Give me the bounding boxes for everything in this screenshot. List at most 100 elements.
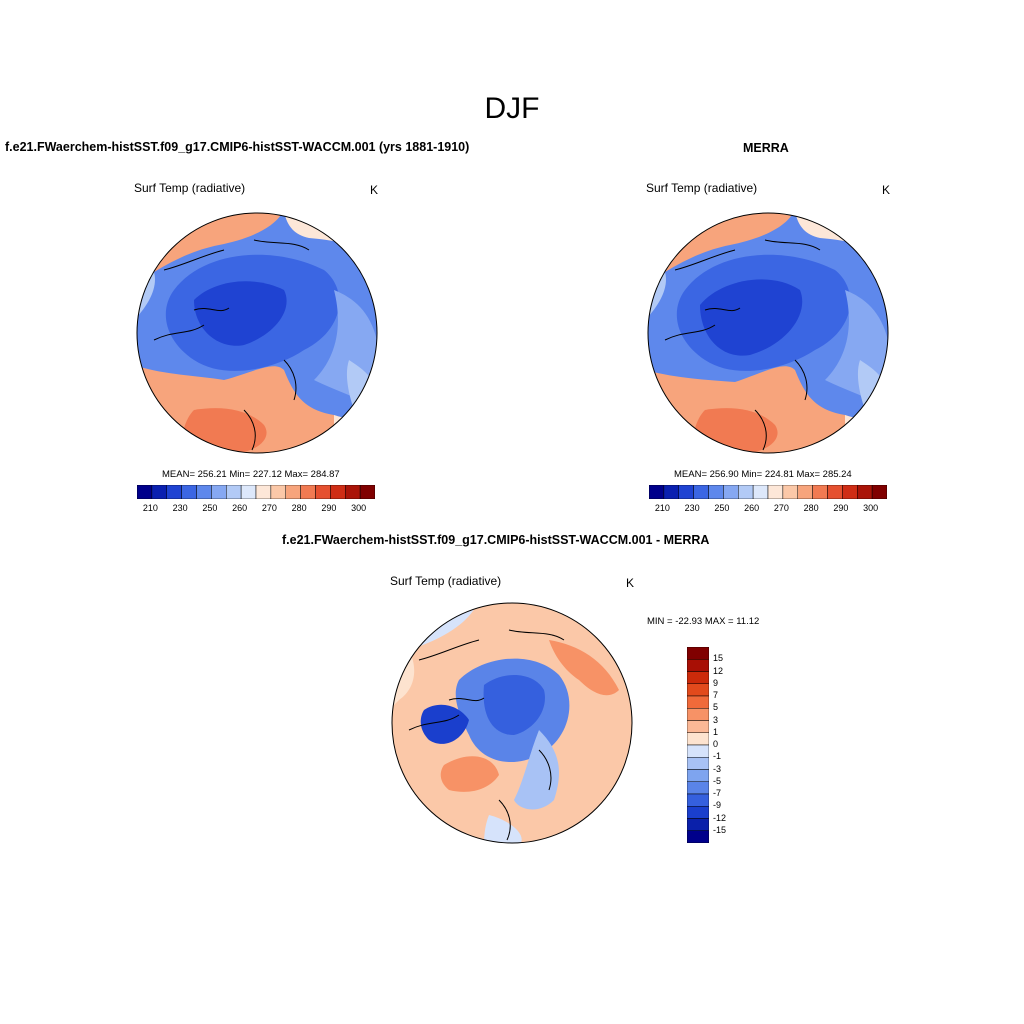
left-colorbar-swatch — [330, 485, 346, 499]
right-colorbar-swatch — [797, 485, 813, 499]
left-colorbar-swatch — [181, 485, 197, 499]
right-colorbar-swatch — [693, 485, 709, 499]
left-colorbar-swatch — [300, 485, 316, 499]
right-stats: MEAN= 256.90 Min= 224.81 Max= 285.24 — [674, 469, 852, 480]
right-colorbar — [649, 485, 887, 499]
diff-colorbar-swatch — [687, 830, 709, 843]
diff-units-label: K — [626, 576, 635, 590]
diff-colorbar-swatch — [687, 781, 709, 795]
left-colorbar-swatch — [359, 485, 375, 499]
diff-colorbar-swatch — [687, 695, 709, 709]
right-colorbar-swatch — [723, 485, 739, 499]
diff-colorbar-tick-label: -1 — [713, 751, 722, 762]
right-units-label: K — [882, 183, 891, 197]
left-colorbar-swatch — [240, 485, 257, 499]
right-colorbar-tick-label: 300 — [863, 503, 879, 513]
diff-colorbar-tick-label: 12 — [713, 665, 724, 676]
left-colorbar-swatch — [315, 485, 331, 499]
right-colorbar-swatch — [782, 485, 798, 499]
right-panel-title: MERRA — [743, 141, 789, 155]
diff-colorbar-swatch — [687, 806, 709, 819]
right-colorbar-swatch — [708, 485, 724, 499]
left-variable-label: Surf Temp (radiative) — [134, 181, 246, 195]
left-colorbar-swatch — [285, 485, 301, 499]
right-colorbar-swatch — [752, 485, 769, 499]
left-colorbar-tick-label: 250 — [202, 503, 218, 513]
right-colorbar-tick-label: 270 — [773, 503, 789, 513]
left-colorbar-swatch — [137, 485, 153, 499]
diff-variable-label: Surf Temp (radiative) — [390, 574, 502, 588]
left-colorbar-tick-label: 260 — [232, 503, 248, 513]
diff-colorbar — [687, 647, 709, 843]
right-variable-label: Surf Temp (radiative) — [646, 181, 758, 195]
right-colorbar-swatch — [649, 485, 665, 499]
right-colorbar-ticks: 210 230 250 260 270 280 290 300 — [649, 503, 887, 515]
right-colorbar-swatch — [812, 485, 828, 499]
diff-colorbar-tick-label: -15 — [713, 824, 727, 835]
right-colorbar-tick-label: 230 — [684, 503, 700, 513]
diff-colorbar-swatch — [687, 757, 709, 770]
right-polar-map — [647, 212, 889, 454]
left-colorbar-swatch — [151, 485, 167, 499]
diff-colorbar-swatch — [687, 671, 709, 684]
diff-colorbar-ticks — [0, 0, 1, 1]
left-colorbar-tick-label: 290 — [321, 503, 337, 513]
right-colorbar-swatch — [827, 485, 843, 499]
left-colorbar-tick-label: 210 — [142, 503, 158, 513]
diff-colorbar-swatch — [687, 744, 709, 758]
left-colorbar-swatch — [166, 485, 182, 499]
diff-colorbar-tick-label: 0 — [713, 739, 719, 749]
diff-stats: MIN = -22.93 MAX = 11.12 — [647, 616, 760, 627]
right-colorbar-swatch — [738, 485, 754, 499]
season-title: DJF — [484, 92, 540, 125]
diff-colorbar-swatch — [687, 683, 709, 697]
diff-colorbar-swatch — [687, 793, 709, 807]
diff-colorbar-tick-label: 7 — [713, 690, 719, 700]
left-colorbar-tick-label: 280 — [291, 503, 307, 513]
diff-panel-title: f.e21.FWaerchem-histSST.f09_g17.CMIP6-hi… — [282, 533, 710, 547]
right-colorbar-swatch — [663, 485, 679, 499]
diff-colorbar-swatch — [687, 732, 709, 746]
diff-colorbar-tick-label: 3 — [713, 714, 719, 725]
right-colorbar-tick-label: 290 — [833, 503, 849, 513]
left-colorbar-swatch — [226, 485, 242, 499]
right-colorbar-swatch — [678, 485, 694, 499]
left-colorbar — [137, 485, 375, 499]
left-colorbar-swatch — [196, 485, 212, 499]
left-panel-title: f.e21.FWaerchem-histSST.f09_g17.CMIP6-hi… — [5, 140, 470, 154]
left-polar-map — [136, 212, 378, 454]
left-colorbar-swatch — [345, 485, 361, 499]
left-colorbar-tick-label: 230 — [172, 503, 188, 513]
right-colorbar-swatch — [857, 485, 873, 499]
diff-colorbar-tick-label: -9 — [713, 800, 722, 811]
left-units-label: K — [370, 183, 379, 197]
left-colorbar-swatch — [211, 485, 227, 499]
right-colorbar-swatch — [871, 485, 887, 499]
left-colorbar-ticks: 210 230 250 260 270 280 290 300 — [137, 503, 375, 515]
diff-colorbar-swatch — [687, 720, 709, 733]
right-colorbar-tick-label: 250 — [714, 503, 730, 513]
left-colorbar-tick-label: 270 — [261, 503, 277, 513]
right-colorbar-tick-label: 210 — [654, 503, 670, 513]
diff-colorbar-tick-label: 1 — [713, 726, 719, 737]
diff-colorbar-swatch — [687, 818, 709, 831]
diff-colorbar-tick-label: -3 — [713, 763, 722, 774]
right-colorbar-swatch — [842, 485, 858, 499]
diff-colorbar-tick-label: -7 — [713, 788, 722, 798]
diff-colorbar-swatch — [687, 769, 709, 782]
right-colorbar-swatch — [767, 485, 784, 499]
left-stats: MEAN= 256.21 Min= 227.12 Max= 284.87 — [162, 469, 340, 480]
left-colorbar-tick-label: 300 — [351, 503, 367, 513]
right-colorbar-tick-label: 280 — [803, 503, 819, 513]
diff-colorbar-tick-label: -5 — [713, 775, 722, 786]
left-colorbar-swatch — [270, 485, 286, 499]
diff-colorbar-tick-label: 9 — [713, 677, 719, 688]
left-colorbar-swatch — [255, 485, 272, 499]
diff-colorbar-swatch — [687, 647, 709, 660]
diff-colorbar-swatch — [687, 708, 709, 721]
right-colorbar-tick-label: 260 — [744, 503, 760, 513]
diff-colorbar-tick-label: 5 — [713, 702, 719, 713]
diff-colorbar-tick-label: -12 — [713, 812, 727, 823]
diff-polar-map — [391, 602, 633, 844]
diff-colorbar-tick-label: 15 — [713, 653, 724, 664]
